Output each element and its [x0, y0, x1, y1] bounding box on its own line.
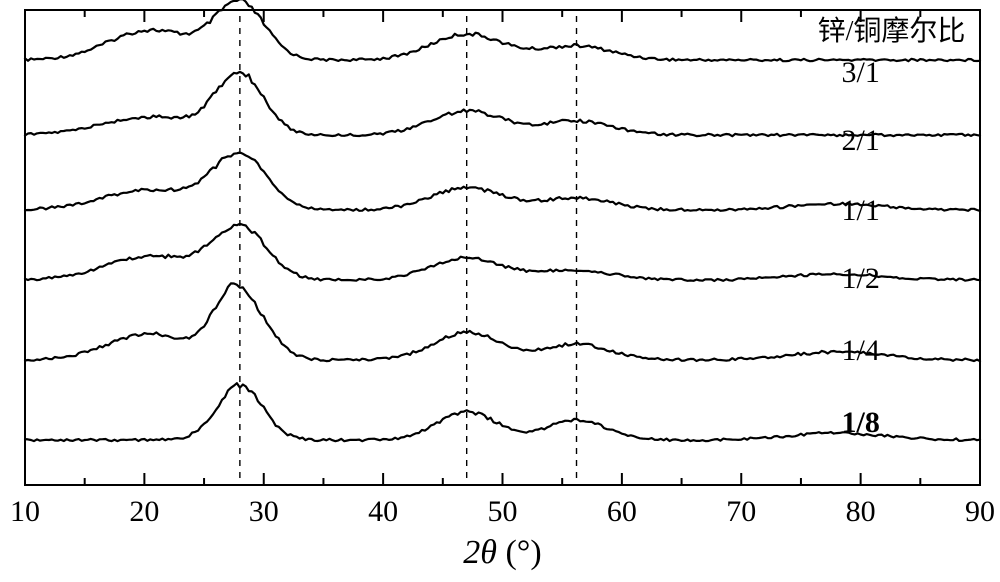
xrd-trace — [25, 72, 980, 136]
x-tick-label: 10 — [10, 495, 40, 528]
series-label: 2/1 — [842, 124, 880, 157]
x-tick-label: 90 — [965, 495, 995, 528]
x-tick-label: 30 — [249, 495, 279, 528]
x-tick-label: 40 — [368, 495, 398, 528]
legend-title: 锌/铜摩尔比 — [818, 15, 966, 47]
x-tick-label: 80 — [846, 495, 876, 528]
xrd-trace — [25, 283, 980, 361]
x-tick-label: 60 — [607, 495, 637, 528]
x-tick-label: 70 — [726, 495, 756, 528]
x-tick-label: 50 — [488, 495, 518, 528]
series-label: 1/8 — [842, 406, 880, 439]
x-axis-title: 2θ (°) — [463, 534, 541, 571]
series-label: 1/1 — [842, 194, 880, 227]
series-label: 1/4 — [842, 334, 880, 367]
series-label: 1/2 — [842, 262, 880, 295]
xrd-trace — [25, 383, 980, 441]
xrd-trace — [25, 153, 980, 211]
xrd-trace — [25, 224, 980, 281]
xrd-chart: 10 20 30 40 50 60 70 80 90 2θ (°) 3/1 2/1 1/1 1/2 1/4 1… — [0, 0, 1000, 577]
series-label: 3/1 — [842, 56, 880, 89]
chart-svg: 10 20 30 40 50 60 70 80 90 2θ (°) 3/1 2/1 1/1 1/2 1/4 1… — [0, 0, 1000, 577]
x-tick-label: 20 — [129, 495, 159, 528]
